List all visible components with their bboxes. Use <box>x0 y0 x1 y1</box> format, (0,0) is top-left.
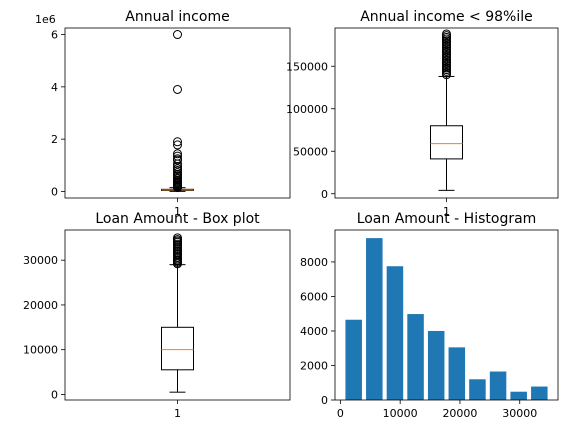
histogram-bar <box>469 379 486 400</box>
outlier-point <box>173 155 182 165</box>
y-tick-label: 4 <box>51 81 58 94</box>
chart-title: Loan Amount - Box plot <box>95 211 260 227</box>
y-tick-label: 2 <box>51 133 58 146</box>
y-tick-label: 30000 <box>23 254 58 267</box>
y-tick-label: 0 <box>321 394 328 407</box>
axes-frame <box>64 27 291 199</box>
outlier-point <box>173 84 182 94</box>
y-tick-label: 150000 <box>286 60 328 73</box>
outlier-point <box>173 140 182 150</box>
x-tick-label: 10000 <box>383 407 418 420</box>
y-tick-label: 8000 <box>300 256 328 269</box>
histogram-bar <box>510 391 527 400</box>
outlier-point <box>173 159 182 169</box>
y-tick-label: 20000 <box>23 299 58 312</box>
outlier-point <box>173 137 182 147</box>
histogram-bar <box>427 330 445 400</box>
x-tick-label: 0 <box>337 407 344 420</box>
chart-title: Annual income <box>125 9 229 25</box>
histogram-bar <box>366 238 383 400</box>
histogram-bar <box>345 319 362 400</box>
outlier-point <box>173 30 182 40</box>
y-offset-label: 1e6 <box>35 13 56 26</box>
annual-income-panel: 1 0 2 4 6 1e6 Annual income <box>35 9 291 218</box>
x-tick-label: 1 <box>174 407 181 420</box>
y-tick-label: 6 <box>51 29 58 42</box>
y-tick-label: 0 <box>51 388 58 401</box>
y-tick-label: 4000 <box>300 325 328 338</box>
histogram-bar <box>386 266 404 400</box>
axes-frame <box>334 27 559 199</box>
histogram-bar <box>448 347 466 400</box>
outlier-point <box>173 183 182 193</box>
histogram-bar <box>531 386 548 400</box>
y-tick-label: 50000 <box>293 145 328 158</box>
x-tick-label: 1 <box>174 205 181 218</box>
y-tick-label: 0 <box>321 188 328 201</box>
axes-frame <box>64 229 291 401</box>
y-tick-label: 6000 <box>300 290 328 303</box>
x-tick-label: 1 <box>443 205 450 218</box>
outlier-point <box>442 29 451 39</box>
axes-frame <box>334 229 559 401</box>
histogram-bar <box>489 371 507 400</box>
y-tick-label: 0 <box>51 185 58 198</box>
x-tick-label: 30000 <box>502 407 537 420</box>
iqr-box <box>161 326 194 371</box>
outlier-point <box>173 149 182 159</box>
outlier-point <box>173 233 182 243</box>
loan-amount-box-panel: 1 0 10000 20000 30000 Loan Amount - Box plot <box>23 211 291 420</box>
y-tick-label: 100000 <box>286 103 328 116</box>
chart-title: Loan Amount - Histogram <box>357 211 537 227</box>
x-tick-label: 20000 <box>442 407 477 420</box>
chart-title: Annual income < 98%ile <box>360 9 533 25</box>
y-tick-label: 10000 <box>23 344 58 357</box>
y-tick-label: 2000 <box>300 359 328 372</box>
iqr-box <box>430 125 463 160</box>
loan-amount-hist-panel: 0 10000 20000 30000 0 2000 4000 6000 8000 Loan Am… <box>300 211 559 420</box>
annual-income-98-panel: 1 0 50000 100000 150000 Annual income < 98%il… <box>286 9 559 218</box>
histogram-bar <box>407 314 424 400</box>
